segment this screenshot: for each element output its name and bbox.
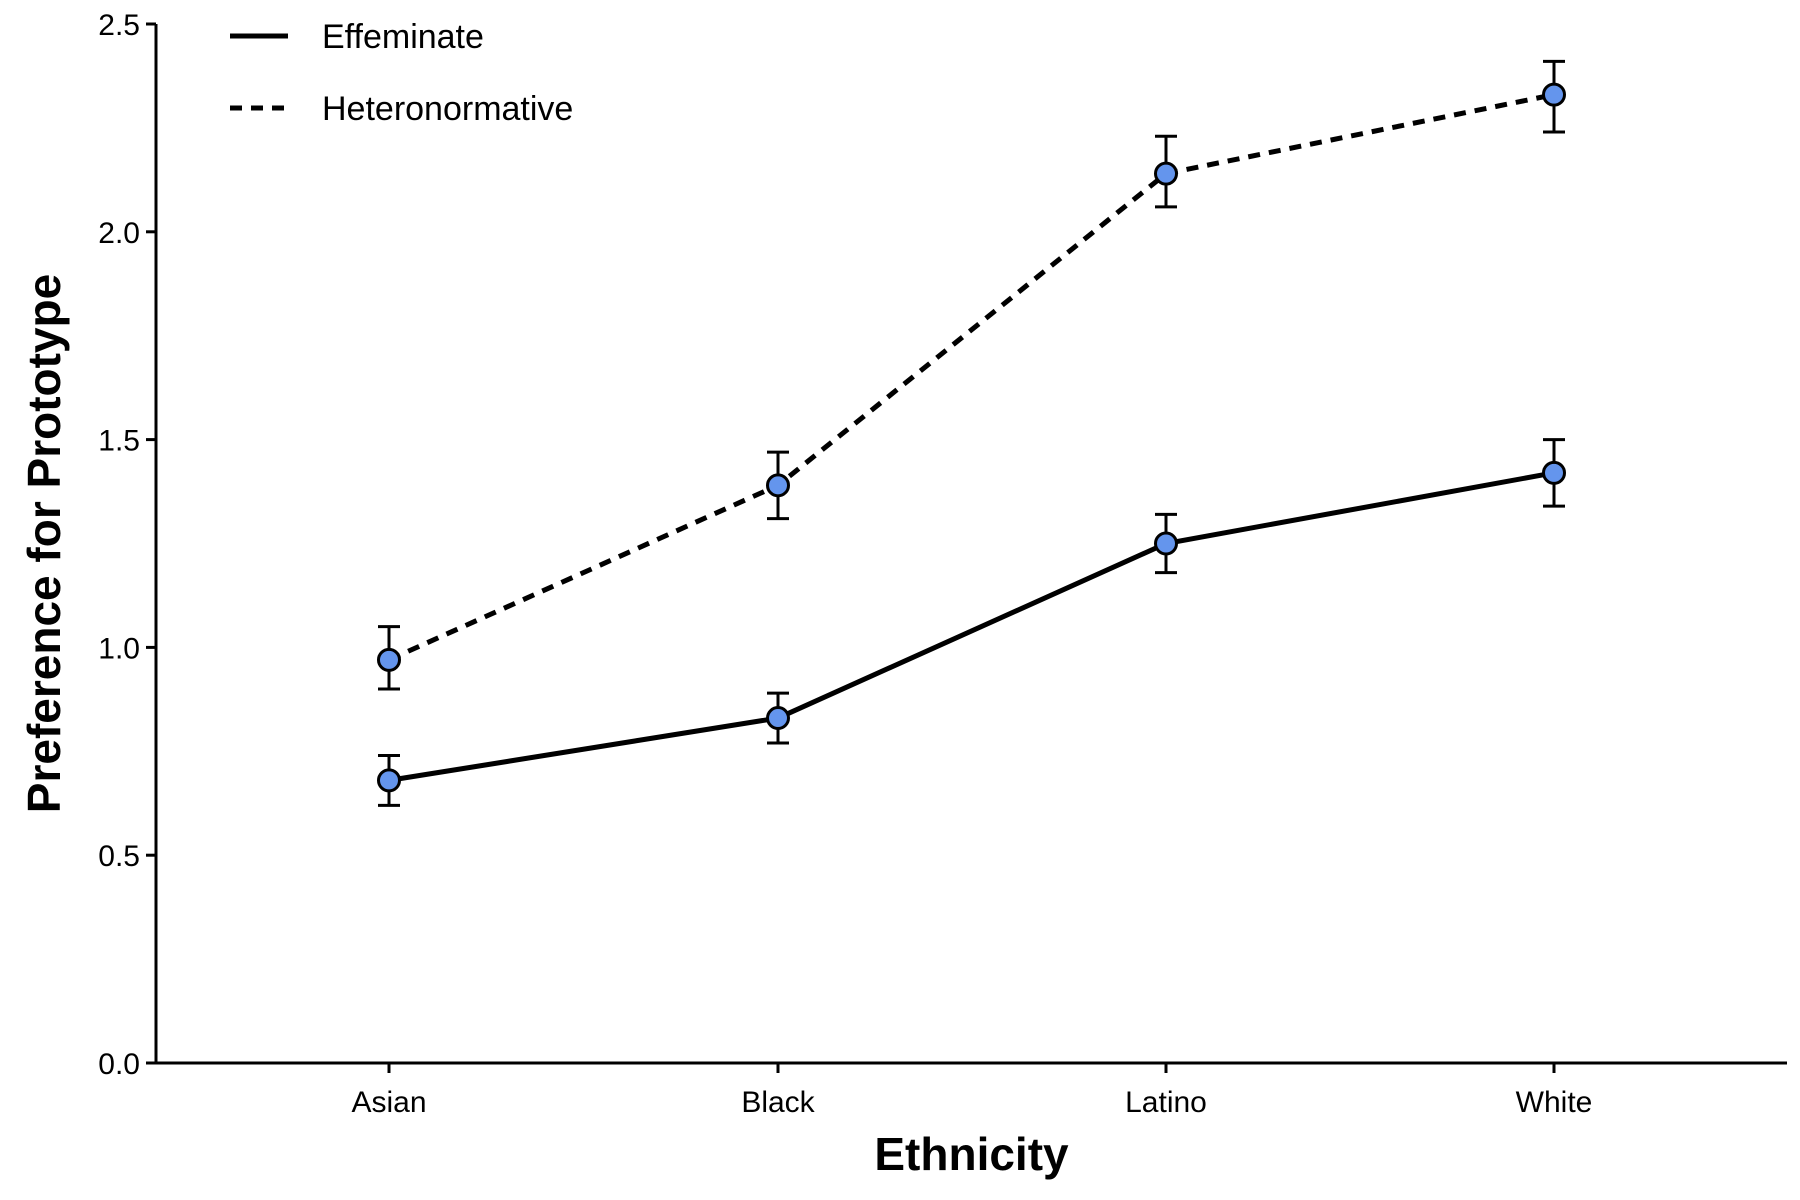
y-axis: 0.0 0.5 1.0 1.5 2.0 2.5 <box>98 9 158 1081</box>
data-point <box>377 768 401 793</box>
y-tick-label: 2.5 <box>98 9 140 42</box>
x-axis-title: Ethnicity <box>874 1128 1069 1180</box>
data-point <box>1542 82 1566 107</box>
series-heteronormative <box>377 59 1566 691</box>
y-tick-label: 0.5 <box>98 840 140 873</box>
data-point <box>766 473 790 498</box>
data-point <box>377 647 401 672</box>
y-tick-label: 1.0 <box>98 632 140 665</box>
legend: Effeminate Heteronormative <box>230 18 573 128</box>
legend-label-effeminate: Effeminate <box>322 18 484 56</box>
data-point <box>1154 531 1178 556</box>
series-effeminate <box>377 438 1566 807</box>
y-axis-title: Preference for Prototype <box>18 274 70 813</box>
series-line <box>388 470 1555 783</box>
data-point <box>1542 460 1566 485</box>
x-tick-label: Latino <box>1125 1086 1207 1119</box>
series-layer <box>377 59 1566 807</box>
y-tick-label: 1.5 <box>98 425 140 458</box>
y-tick-label: 0.0 <box>98 1048 140 1081</box>
data-point <box>766 706 790 731</box>
y-tick-label: 2.0 <box>98 217 140 250</box>
x-tick-label: Black <box>741 1086 815 1119</box>
series-line <box>387 92 1555 663</box>
data-point <box>1154 161 1178 186</box>
x-tick-label: Asian <box>351 1086 426 1119</box>
x-axis: Asian Black Latino White <box>156 1061 1787 1119</box>
x-tick-label: White <box>1516 1086 1593 1119</box>
legend-label-heteronormative: Heteronormative <box>322 90 573 128</box>
